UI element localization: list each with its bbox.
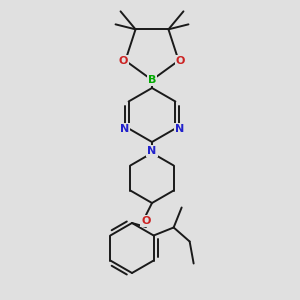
Text: B: B [148, 75, 156, 85]
Text: O: O [141, 216, 151, 226]
Text: N: N [147, 146, 157, 156]
Text: N: N [175, 124, 184, 134]
Text: O: O [176, 56, 185, 66]
Text: N: N [120, 124, 129, 134]
Text: O: O [119, 56, 128, 66]
